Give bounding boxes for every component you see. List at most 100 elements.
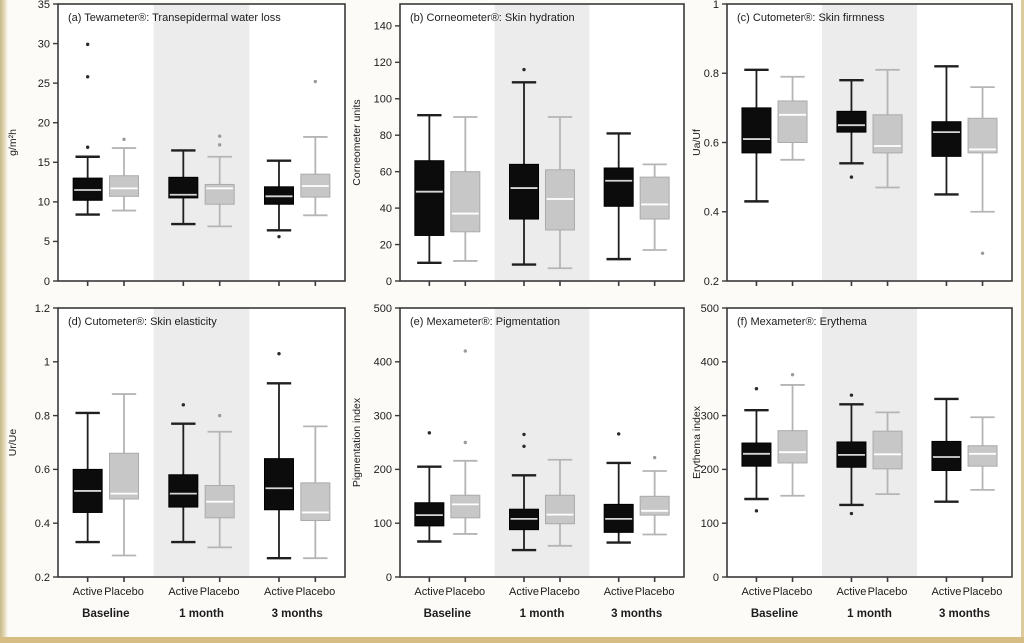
timepoint-label: 1 month (847, 608, 892, 620)
outlier-point (652, 455, 657, 460)
shaded-timepoint-band (153, 4, 250, 281)
outlier-point (463, 440, 468, 445)
plot-frame (726, 3, 1013, 282)
panel-f-chart: 0 100 200 300 400 500 Erythema index (f) Mexame… (691, 303, 1013, 620)
active-box-group-1-month (168, 403, 199, 544)
placebo-box-group-Baseline (777, 373, 808, 497)
shaded-timepoint-band (494, 4, 590, 281)
plot-frame (57, 3, 346, 282)
y-tick-label: 1 (44, 357, 50, 369)
active-box-group-3-months (931, 397, 962, 503)
box-iqr (777, 430, 808, 464)
box-iqr (414, 160, 445, 236)
outlier-point (85, 75, 90, 79)
placebo-box-group-Baseline (450, 116, 481, 262)
arm-label: Placebo (635, 586, 675, 598)
y-tick-label: 20 (380, 239, 392, 251)
outlier-point (849, 393, 854, 397)
y-tick-label: 80 (380, 130, 392, 142)
box-iqr (204, 183, 235, 205)
placebo-box-group-1-month (204, 413, 235, 549)
y-tick-label: 0.4 (35, 518, 50, 530)
active-box-group-1-month (836, 393, 867, 516)
arm-label: Placebo (868, 586, 908, 598)
placebo-box-group-Baseline (109, 137, 140, 212)
box-iqr (872, 430, 903, 470)
box-iqr (741, 107, 772, 154)
box-iqr (967, 117, 998, 154)
placebo-box-group-Baseline (109, 393, 140, 557)
active-box-group-3-months (603, 432, 634, 544)
active-box-group-1-month (509, 432, 540, 552)
y-tick-label: 200 (374, 464, 392, 476)
outlier-point (122, 137, 126, 142)
y-tick-label: 0 (713, 572, 719, 584)
placebo-box-group-1-month (204, 134, 235, 228)
timepoint-label: Baseline (751, 608, 798, 620)
y-tick-label: 0.6 (35, 464, 50, 476)
panel-a-tewl: 0 5 10 15 20 25 30 35 g/m²h (a) Tewameter®: Trans… (0, 0, 350, 300)
placebo-box-group-Baseline (777, 75, 808, 161)
arm-label: Active (168, 586, 198, 598)
outlier-point (85, 145, 90, 149)
y-tick-label: 120 (374, 57, 392, 69)
plot-frame (399, 307, 685, 578)
y-tick-label: 25 (38, 78, 50, 90)
y-tick-label: 0.6 (704, 137, 719, 149)
y-axis-label: g/m²h (7, 129, 19, 156)
box-iqr (967, 445, 998, 467)
active-box-group-3-months (263, 352, 294, 560)
placebo-box-group-3-months (300, 425, 331, 560)
arm-label: Placebo (445, 586, 485, 598)
panel-title: (e) Mexameter®: Pigmentation (410, 316, 560, 328)
y-tick-label: 40 (380, 203, 392, 215)
active-box-group-1-month (168, 149, 199, 226)
active-box-group-Baseline (741, 68, 772, 203)
y-axis-label: Pigmentation index (351, 397, 363, 487)
panel-e-pigmentation: 0 100 200 300 400 500 Pigmentation index (e) Me… (350, 300, 690, 643)
placebo-box-group-1-month (872, 68, 903, 189)
timepoint-label: Baseline (82, 608, 129, 620)
y-axis-label: Corneometer units (351, 99, 363, 185)
outlier-point (217, 143, 222, 147)
box-iqr (639, 495, 670, 516)
box-iqr (639, 176, 670, 220)
placebo-box-group-3-months (967, 416, 998, 491)
arm-label: Active (73, 586, 103, 598)
panel-title: (d) Cutometer®: Skin elasticity (68, 316, 217, 328)
y-tick-label: 0 (386, 276, 392, 288)
timepoint-label: 3 months (611, 608, 662, 620)
placebo-box-group-Baseline (450, 349, 481, 535)
active-box-group-3-months (931, 65, 962, 196)
page-edge-left (0, 0, 8, 643)
plot-frame (57, 307, 346, 578)
shaded-timepoint-band (153, 308, 250, 577)
plot-frame (399, 3, 685, 282)
y-tick-label: 300 (701, 410, 719, 422)
box-iqr (836, 110, 867, 133)
outlier-point (754, 509, 759, 513)
outlier-point (522, 432, 526, 437)
y-axis-label: Ur/Ue (7, 429, 19, 457)
y-tick-label: 15 (38, 157, 50, 169)
active-box-group-Baseline (72, 42, 103, 216)
plot-frame (726, 307, 1013, 578)
placebo-box-group-3-months (300, 79, 331, 217)
panel-title: (c) Cutometer®: Skin firmness (737, 12, 885, 24)
panel-d-chart: 0.2 0.4 0.6 0.8 1 1.2 Ur/Ue (d) Cutometer®: Ski… (7, 303, 346, 620)
page-edge-right (1021, 0, 1024, 643)
y-tick-label: 10 (38, 197, 50, 209)
panel-title: (b) Corneometer®: Skin hydration (410, 12, 575, 24)
placebo-box-group-1-month (544, 116, 575, 270)
y-tick-label: 20 (38, 118, 50, 130)
active-box-group-Baseline (72, 411, 103, 544)
timepoint-label: 1 month (520, 608, 565, 620)
active-box-group-1-month (509, 67, 540, 266)
y-tick-label: 1 (713, 0, 719, 11)
box-iqr (168, 176, 199, 199)
y-tick-label: 0.2 (704, 276, 719, 288)
panel-c-firmness: 0.2 0.4 0.6 0.8 1 Ua/Uf (c) Cutometer®: Skin f… (690, 0, 1024, 300)
panel-e-chart: 0 100 200 300 400 500 Pigmentation index (e) Me… (351, 303, 685, 620)
y-tick-label: 0 (386, 572, 392, 584)
arm-label: Active (264, 586, 294, 598)
